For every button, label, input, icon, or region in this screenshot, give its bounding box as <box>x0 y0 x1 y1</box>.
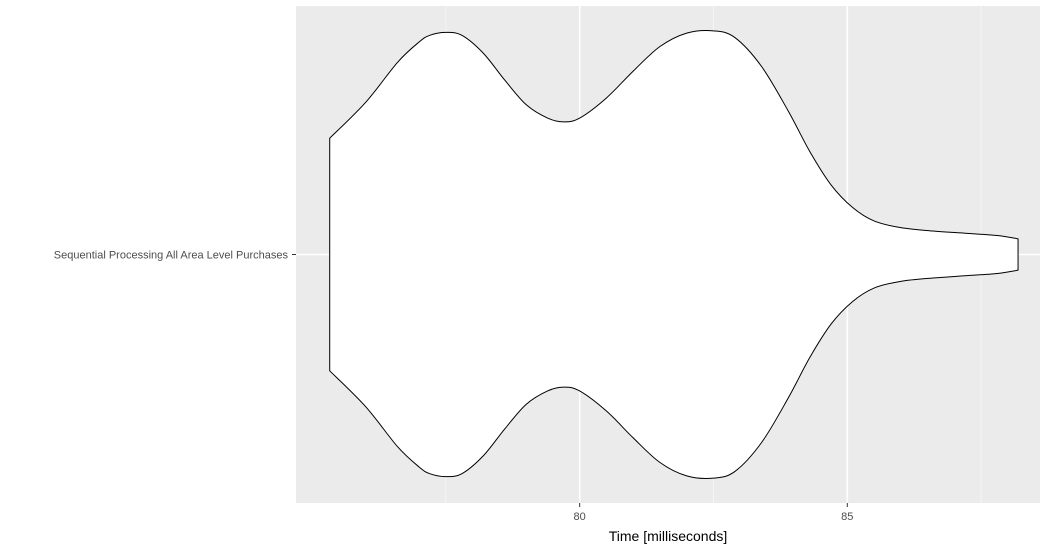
violin-shape <box>329 30 1019 479</box>
violin-layer <box>329 30 1019 479</box>
y-category-label: Sequential Processing All Area Level Pur… <box>54 250 289 262</box>
x-tick-label: 85 <box>841 511 853 523</box>
x-tick-label: 80 <box>574 511 586 523</box>
x-axis-ticks: 80 85 <box>574 503 853 523</box>
x-axis-title: Time [milliseconds] <box>609 528 728 544</box>
y-axis-ticks: Sequential Processing All Area Level Pur… <box>54 250 296 262</box>
